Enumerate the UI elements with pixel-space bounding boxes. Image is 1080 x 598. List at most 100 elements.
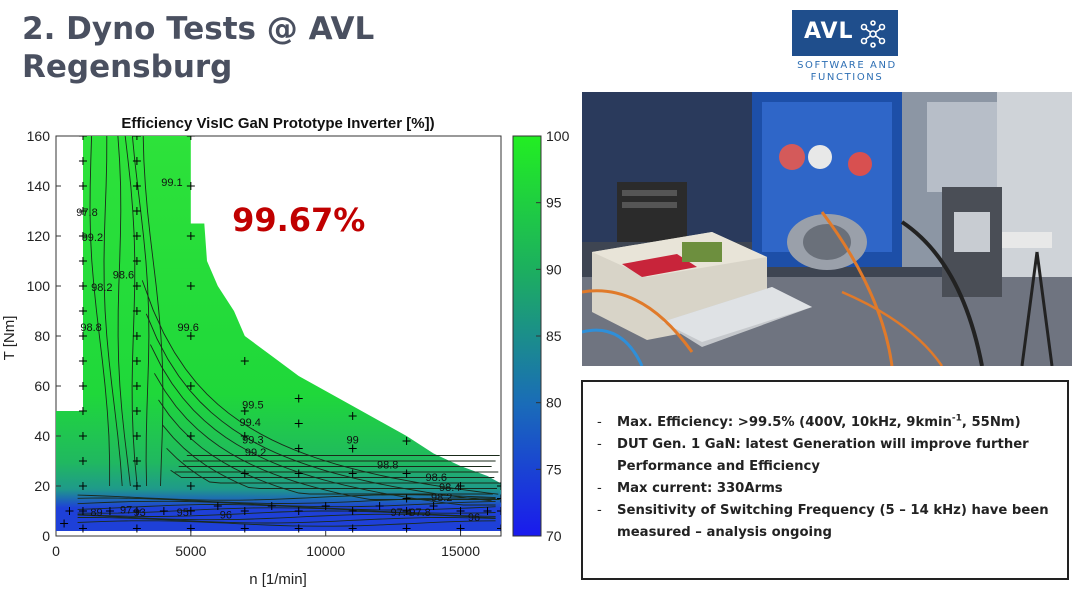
colorbar-tick-label: 85 — [546, 328, 562, 344]
contour-line — [89, 136, 111, 486]
measurement-point — [456, 507, 465, 515]
measurement-points — [60, 136, 501, 533]
y-tick-label: 0 — [42, 528, 50, 544]
efficiency-map-chart: Efficiency VisIC GaN Prototype Inverter … — [1, 115, 570, 588]
measurement-point — [78, 307, 87, 315]
contour-label: 99.3 — [242, 435, 263, 447]
measurement-point — [348, 412, 357, 420]
contour-label: 98.2 — [91, 282, 112, 294]
colorbar-tick-label: 100 — [546, 128, 570, 144]
contour-line — [158, 399, 493, 495]
measurement-point — [348, 524, 357, 533]
contour-line — [77, 504, 496, 511]
measurement-point — [348, 469, 357, 478]
y-tick-label: 40 — [34, 428, 50, 444]
measurement-point — [132, 507, 141, 515]
measurement-point — [65, 507, 74, 515]
contour-line — [77, 513, 496, 521]
y-tick-label: 80 — [34, 328, 50, 344]
summary-item-sensitivity: Sensitivity of Switching Frequency (5 – … — [597, 500, 1055, 544]
measurement-point — [294, 524, 303, 533]
summary-item-dut: DUT Gen. 1 GaN: latest Generation will i… — [597, 434, 1055, 478]
measurement-point — [402, 507, 411, 515]
contour-label: 98.2 — [431, 492, 452, 504]
summary-box: Max. Efficiency: >99.5% (400V, 10kHz, 9k… — [581, 380, 1069, 580]
measurement-point — [78, 507, 87, 515]
contour-line — [77, 520, 496, 527]
measurement-point — [132, 407, 141, 415]
summary-item-max-current: Max current: 330Arms — [597, 478, 1055, 500]
measurement-point — [78, 382, 87, 390]
measurement-point — [497, 482, 501, 490]
measurement-point — [321, 502, 330, 510]
contour-label: 89 — [90, 507, 102, 519]
y-tick-label: 60 — [34, 378, 50, 394]
measurement-point — [497, 507, 501, 515]
efficiency-map-fill — [56, 136, 501, 531]
contour-line — [154, 373, 500, 500]
measurement-point — [213, 502, 222, 510]
measurement-point — [186, 232, 195, 240]
logo-subtitle: SOFTWARE AND FUNCTIONS — [792, 60, 902, 84]
y-tick-label: 120 — [27, 228, 51, 244]
measurement-point — [132, 207, 141, 215]
measurement-point — [78, 332, 87, 340]
contour-line — [77, 517, 496, 524]
measurement-point — [78, 432, 87, 440]
measurement-point — [78, 257, 87, 265]
colorbar-tick-label: 90 — [546, 261, 562, 277]
measurement-point — [483, 507, 492, 515]
logo-snowflake-icon — [860, 20, 886, 48]
contour-line — [145, 313, 492, 502]
measurement-point — [132, 524, 141, 533]
contour-label: 99.2 — [245, 447, 266, 459]
contour-label: 95 — [177, 507, 189, 519]
contour-label: 96 — [468, 512, 480, 524]
contour-label: 99 — [347, 435, 359, 447]
measurement-point — [132, 136, 141, 140]
measurement-point — [186, 382, 195, 390]
x-axis-label: n [1/min] — [249, 571, 307, 588]
contour-label: 99.1 — [161, 177, 182, 189]
measurement-point — [348, 507, 357, 515]
measurement-point — [132, 332, 141, 340]
contour-label: 98.6 — [113, 270, 134, 282]
x-tick-label: 15000 — [441, 543, 480, 559]
measurement-point — [294, 507, 303, 515]
logo-sub-line1: SOFTWARE AND — [797, 60, 897, 71]
y-tick-label: 100 — [27, 278, 51, 294]
contour-label: 97.8 — [409, 507, 430, 519]
measurement-point — [240, 432, 249, 440]
contour-labels: 99.199.297.898.698.298.8 99.699.599.499.3… — [76, 177, 480, 524]
measurement-point — [78, 182, 87, 190]
contour-label: 98.4 — [439, 482, 460, 494]
x-axis: 0 5000 10000 15000 — [52, 531, 480, 559]
contour-line — [162, 424, 497, 489]
measurement-point — [240, 357, 249, 365]
colorbar-ticks: 70 75 80 85 90 95 100 — [536, 128, 570, 544]
measurement-point — [105, 507, 114, 515]
measurement-point — [186, 432, 195, 440]
contour-line — [117, 136, 131, 487]
measurement-point — [402, 469, 411, 478]
measurement-point — [132, 482, 141, 490]
contour-line — [77, 510, 496, 517]
measurement-point — [78, 457, 87, 465]
measurement-point — [497, 524, 501, 533]
measurement-point — [294, 419, 303, 428]
contour-label: 97.8 — [76, 207, 97, 219]
y-tick-label: 140 — [27, 178, 51, 194]
contour-label: 96 — [220, 510, 232, 522]
measurement-point — [132, 257, 141, 265]
x-tick-label: 0 — [52, 543, 60, 559]
contour-label: 98.6 — [426, 472, 447, 484]
colorbar-tick-label: 95 — [546, 195, 562, 211]
measurement-point — [132, 357, 141, 365]
contour-line — [77, 497, 496, 504]
contour-label: 99.6 — [177, 322, 198, 334]
x-tick-label: 5000 — [175, 543, 206, 559]
measurement-point — [294, 444, 303, 453]
measurement-point — [294, 469, 303, 478]
measurement-point — [294, 394, 303, 403]
measurement-point — [78, 282, 87, 290]
